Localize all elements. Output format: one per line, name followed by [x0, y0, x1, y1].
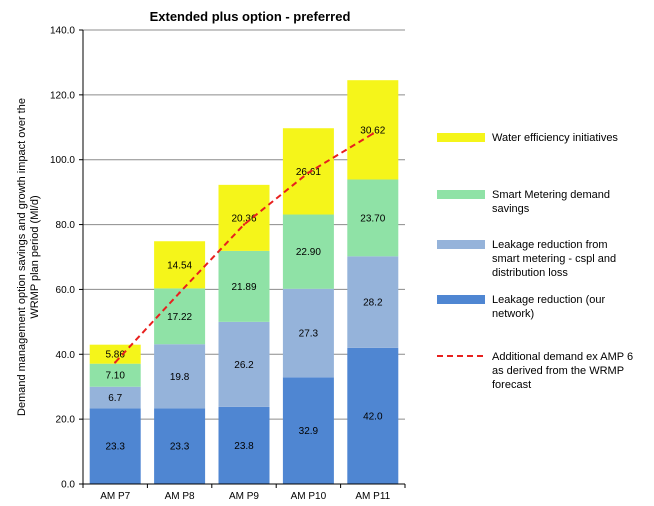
legend-label: forecast	[492, 379, 531, 391]
data-label: 23.3	[105, 442, 125, 453]
y-tick-label: 40.0	[56, 350, 76, 361]
bar-segment	[154, 344, 206, 409]
bar-segment	[89, 344, 141, 364]
y-tick-label: 120.0	[50, 90, 75, 101]
data-label: 22.90	[296, 247, 321, 258]
legend-label: as derived from the WRMP	[492, 365, 624, 377]
bar-segment	[282, 128, 334, 215]
legend-label: network)	[492, 308, 534, 320]
data-label: 21.89	[231, 282, 256, 293]
y-tick-label: 80.0	[56, 220, 76, 231]
data-label: 23.3	[170, 442, 190, 453]
bar-segment	[89, 363, 141, 387]
data-label: 27.3	[299, 329, 319, 340]
data-label: 42.0	[363, 411, 383, 422]
y-tick-label: 100.0	[50, 155, 75, 166]
bar-segment	[282, 288, 334, 378]
data-label: 17.22	[167, 312, 192, 323]
data-label: 6.7	[108, 393, 122, 404]
legend-label: distribution loss	[492, 267, 568, 279]
x-tick-label: AM P10	[291, 491, 327, 502]
legend-label: Additional demand ex AMP 6	[492, 351, 633, 363]
legend-label: Water efficiency initiatives	[492, 132, 618, 144]
y-axis-label-line: Demand management option savings and gro…	[16, 98, 28, 416]
data-label: 19.8	[170, 372, 190, 383]
legend-label: savings	[492, 203, 530, 215]
bar-segment	[347, 179, 399, 257]
legend-label: smart metering - cspl and	[492, 253, 616, 265]
legend: Water efficiency initiatives Smart Meteri…	[437, 132, 633, 391]
bar-segment	[89, 408, 141, 484]
demand-line	[114, 132, 374, 364]
axes: 0.0 20.0 40.0 60.0 80.0 100.0 120.0 140.0 AM P7 A…	[50, 26, 406, 502]
bar-segment	[154, 408, 206, 484]
bar-segment	[218, 321, 270, 407]
line-point	[178, 291, 181, 294]
line-point	[114, 361, 117, 364]
bar-segment	[347, 347, 399, 484]
y-tick-label: 20.0	[56, 415, 76, 426]
bar-segment	[218, 184, 270, 251]
bar-segment	[347, 256, 399, 348]
bar-segment	[282, 214, 334, 289]
data-label: 32.9	[299, 426, 319, 437]
data-label: 14.54	[167, 260, 192, 271]
data-label: 30.62	[360, 125, 385, 136]
x-tick-label: AM P8	[165, 491, 195, 502]
x-tick-label: AM P11	[355, 491, 390, 502]
legend-swatch	[437, 133, 485, 142]
data-label: 7.10	[105, 371, 125, 382]
line-point	[307, 171, 310, 174]
bar-segment	[347, 80, 399, 180]
legend-label: Smart Metering demand	[492, 189, 610, 201]
legend-label: Leakage reduction from	[492, 239, 608, 251]
y-tick-label: 0.0	[61, 480, 75, 491]
legend-swatch	[437, 295, 485, 304]
data-label: 5.86	[105, 350, 125, 361]
bars	[89, 80, 399, 484]
chart-title: Extended plus option - preferred	[150, 9, 351, 24]
bar-segment	[218, 250, 270, 322]
legend-swatch	[437, 240, 485, 249]
y-tick-label: 140.0	[50, 26, 75, 37]
line-point	[371, 132, 374, 135]
legend-label: Leakage reduction (our	[492, 294, 605, 306]
x-tick-label: AM P7	[100, 491, 130, 502]
y-tick-label: 60.0	[56, 285, 76, 296]
y-axis-label-line: WRMP plan period (Ml/d)	[29, 195, 41, 318]
legend-swatch	[437, 190, 485, 199]
bar-segment	[282, 377, 334, 484]
data-label: 23.8	[234, 441, 254, 452]
data-label: 23.70	[360, 213, 385, 224]
line-point	[242, 223, 246, 226]
line-series-path	[114, 132, 374, 364]
data-label: 26.2	[234, 360, 254, 371]
x-tick-label: AM P9	[229, 491, 259, 502]
data-label: 20.36	[231, 213, 256, 224]
y-axis-label: Demand management option savings and gro…	[16, 98, 41, 416]
data-label: 28.2	[363, 298, 383, 309]
bar-segment	[218, 406, 270, 484]
bar-segment	[154, 241, 206, 289]
bar-segment	[89, 386, 141, 409]
bar-segment	[154, 288, 206, 345]
